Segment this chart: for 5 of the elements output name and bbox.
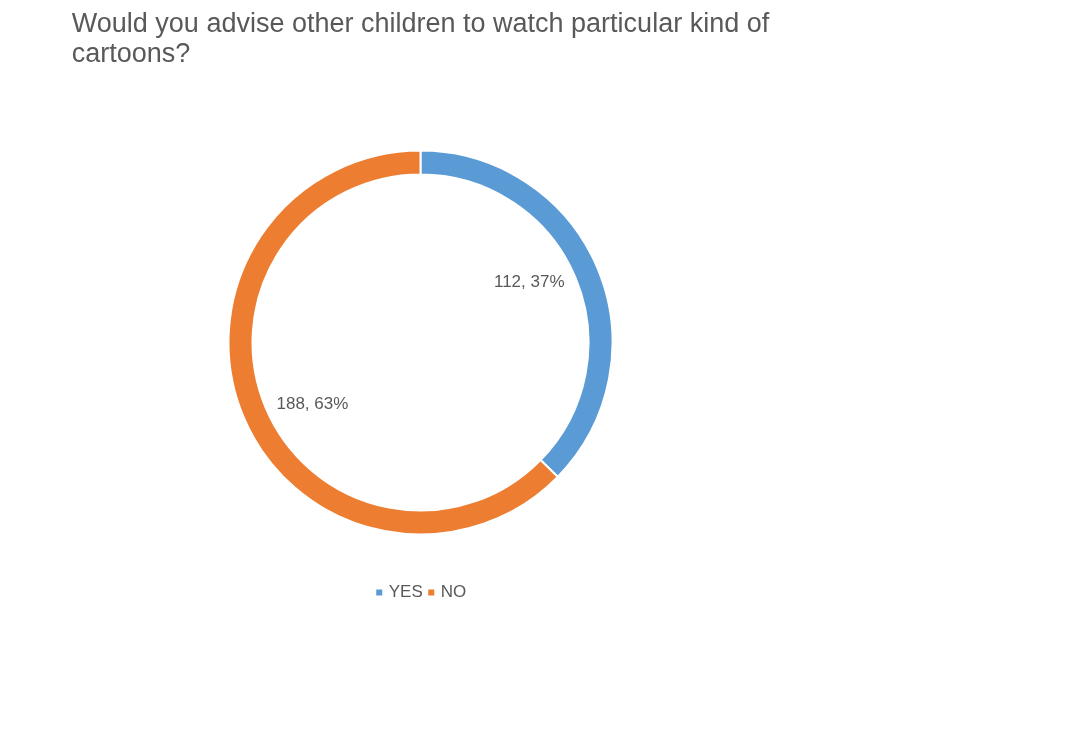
legend-label: YES — [388, 582, 423, 602]
legend-label: NO — [440, 582, 467, 602]
data-label: 112, 37% — [493, 272, 565, 292]
data-label: 188, 63% — [276, 393, 349, 413]
chart-title: Would you advise other children to watch particular kind of cartoons? — [71, 7, 770, 68]
